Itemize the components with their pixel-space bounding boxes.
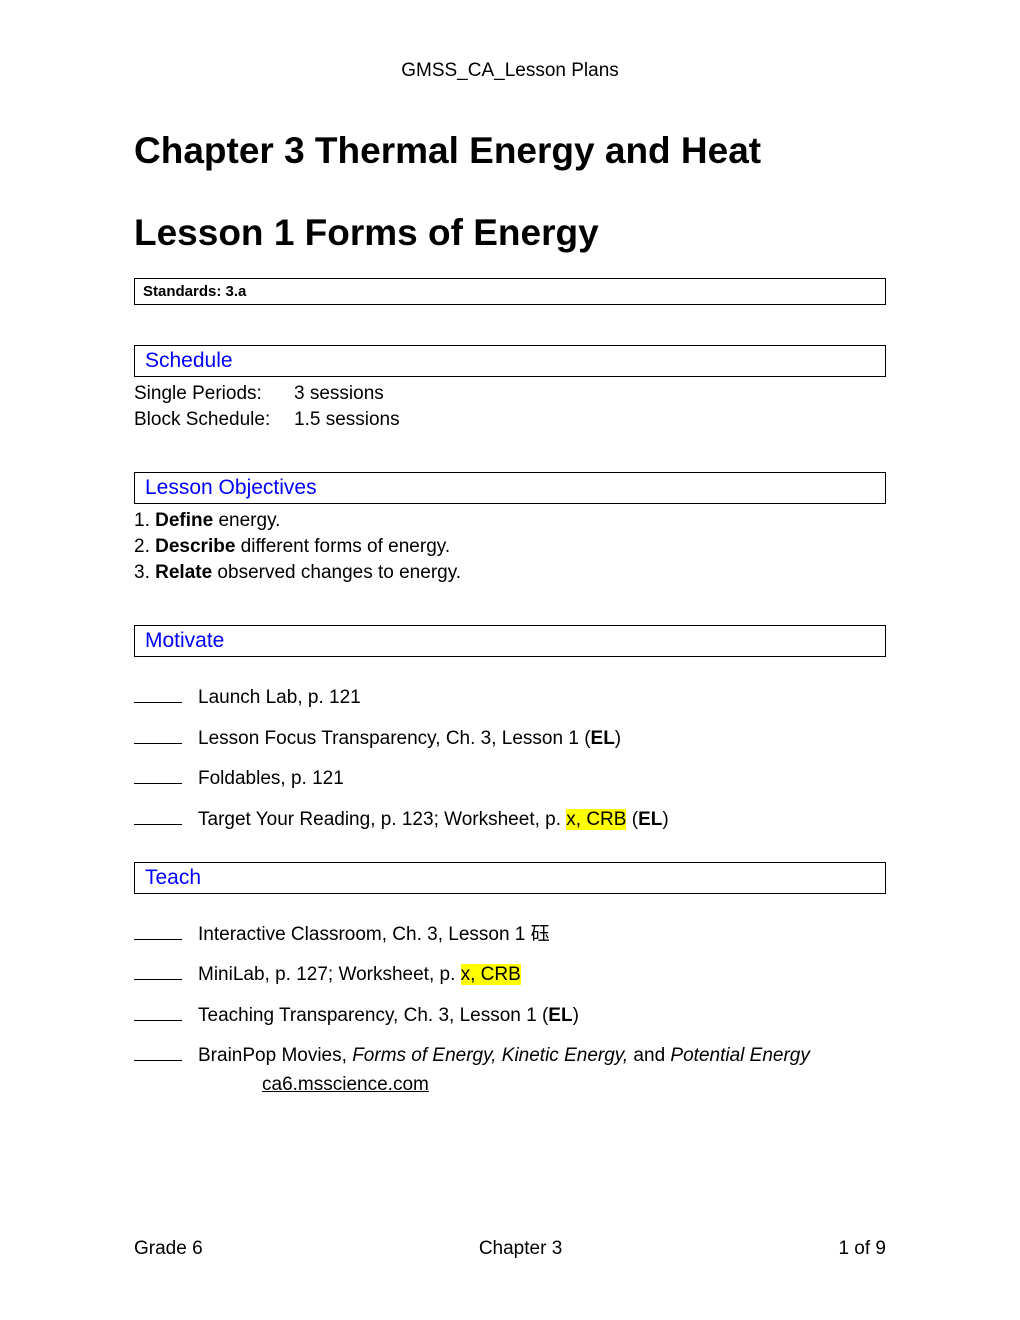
obj1-verb: Define [155,510,213,531]
objectives-heading: Lesson Objectives [134,472,886,504]
checkbox-blank[interactable] [134,922,182,940]
page-header: GMSS_CA_Lesson Plans [134,60,886,82]
page-footer: Grade 6 Chapter 3 1 of 9 [134,1238,886,1260]
obj3-num: 3. [134,562,155,583]
checkbox-blank[interactable] [134,766,182,784]
chapter-title: Chapter 3 Thermal Energy and Heat [134,130,886,172]
block-schedule-label: Block Schedule: [134,407,294,433]
lesson-title: Lesson 1 Forms of Energy [134,212,886,254]
checkbox-blank[interactable] [134,726,182,744]
objectives-content: 1. Define energy. 2. Describe different … [134,508,886,585]
single-periods-value: 3 sessions [294,381,384,407]
teach-item-2: MiniLab, p. 127; Worksheet, p. x, CRB [198,962,886,989]
obj3-rest: observed changes to energy. [212,562,461,583]
schedule-content: Single Periods: 3 sessions Block Schedul… [134,381,886,432]
obj2-rest: different forms of energy. [235,536,450,557]
footer-center: Chapter 3 [479,1238,562,1260]
checkbox-blank[interactable] [134,807,182,825]
motivate-item-1: Launch Lab, p. 121 [198,685,886,712]
motivate-item-4: Target Your Reading, p. 123; Worksheet, … [198,807,886,834]
teach-item-1: Interactive Classroom, Ch. 3, Lesson 1 砡 [198,922,886,949]
checkbox-blank[interactable] [134,685,182,703]
standards-box: Standards: 3.a [134,278,886,305]
teach-list: Interactive Classroom, Ch. 3, Lesson 1 砡… [134,922,886,1099]
teach-item-3: Teaching Transparency, Ch. 3, Lesson 1 (… [198,1003,886,1030]
footer-left: Grade 6 [134,1238,203,1260]
obj2-verb: Describe [155,536,235,557]
motivate-item-3: Foldables, p. 121 [198,766,886,793]
motivate-list: Launch Lab, p. 121 Lesson Focus Transpar… [134,685,886,833]
teach-item-4: BrainPop Movies, Forms of Energy, Kineti… [198,1043,886,1098]
obj1-num: 1. [134,510,155,531]
motivate-heading: Motivate [134,625,886,657]
obj1-rest: energy. [213,510,280,531]
obj3-verb: Relate [155,562,212,583]
footer-right: 1 of 9 [838,1238,886,1260]
motivate-item-2: Lesson Focus Transparency, Ch. 3, Lesson… [198,726,886,753]
checkbox-blank[interactable] [134,1043,182,1061]
block-schedule-value: 1.5 sessions [294,407,400,433]
website-link[interactable]: ca6.msscience.com [262,1072,886,1099]
schedule-heading: Schedule [134,345,886,377]
single-periods-label: Single Periods: [134,381,294,407]
obj2-num: 2. [134,536,155,557]
teach-heading: Teach [134,862,886,894]
checkbox-blank[interactable] [134,962,182,980]
checkbox-blank[interactable] [134,1003,182,1021]
